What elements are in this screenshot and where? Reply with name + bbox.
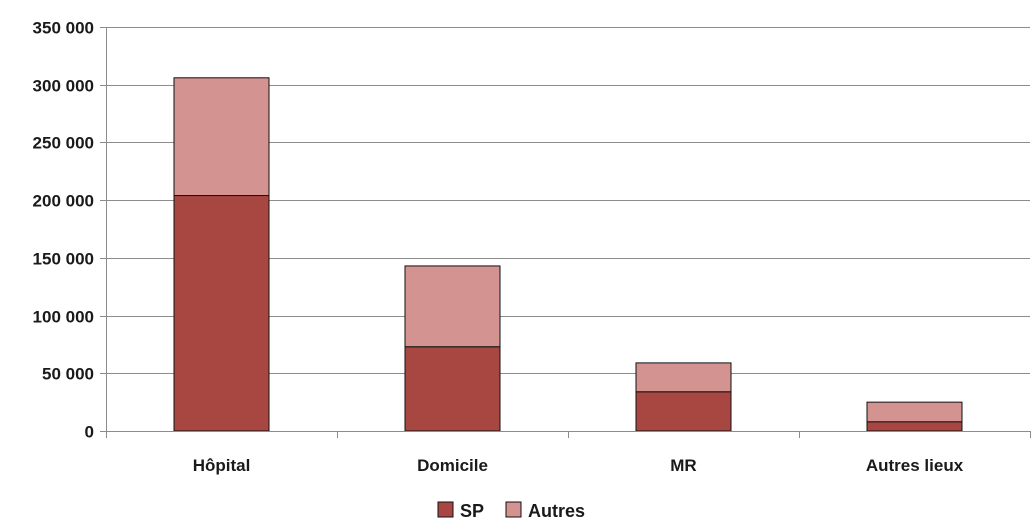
x-category-label: Autres lieux (866, 456, 964, 475)
bar-autres-1 (404, 265, 501, 348)
y-tick-label: 50 000 (42, 365, 94, 384)
x-category-label: Hôpital (193, 456, 251, 475)
y-tick-label: 250 000 (33, 134, 94, 153)
x-category-label: Domicile (417, 456, 488, 475)
legend-label-sp: SP (460, 501, 484, 521)
y-tick-label: 100 000 (33, 308, 94, 327)
bar-autres-2 (635, 362, 732, 393)
y-tick-label: 0 (85, 423, 94, 442)
bar-sp-3 (866, 421, 963, 432)
bar-sp-2 (635, 391, 732, 432)
legend-label-autres: Autres (528, 501, 585, 521)
axis-labels: 0 50 000 100 000 150 000 200 000 250 000 300 0… (33, 19, 964, 476)
legend-swatch-autres (505, 501, 522, 518)
legend-swatch-sp (437, 501, 454, 518)
bar-autres-3 (866, 401, 963, 423)
bar-autres-0 (173, 77, 270, 197)
y-tick-label: 350 000 (33, 19, 94, 38)
y-tick-label: 150 000 (33, 250, 94, 269)
legend: SP Autres (437, 501, 585, 521)
axes (100, 27, 1031, 438)
bar-sp-0 (173, 195, 270, 432)
x-category-label: MR (670, 456, 696, 475)
bars (173, 77, 963, 432)
bar-sp-1 (404, 346, 501, 432)
y-tick-label: 200 000 (33, 192, 94, 211)
y-tick-label: 300 000 (33, 77, 94, 96)
